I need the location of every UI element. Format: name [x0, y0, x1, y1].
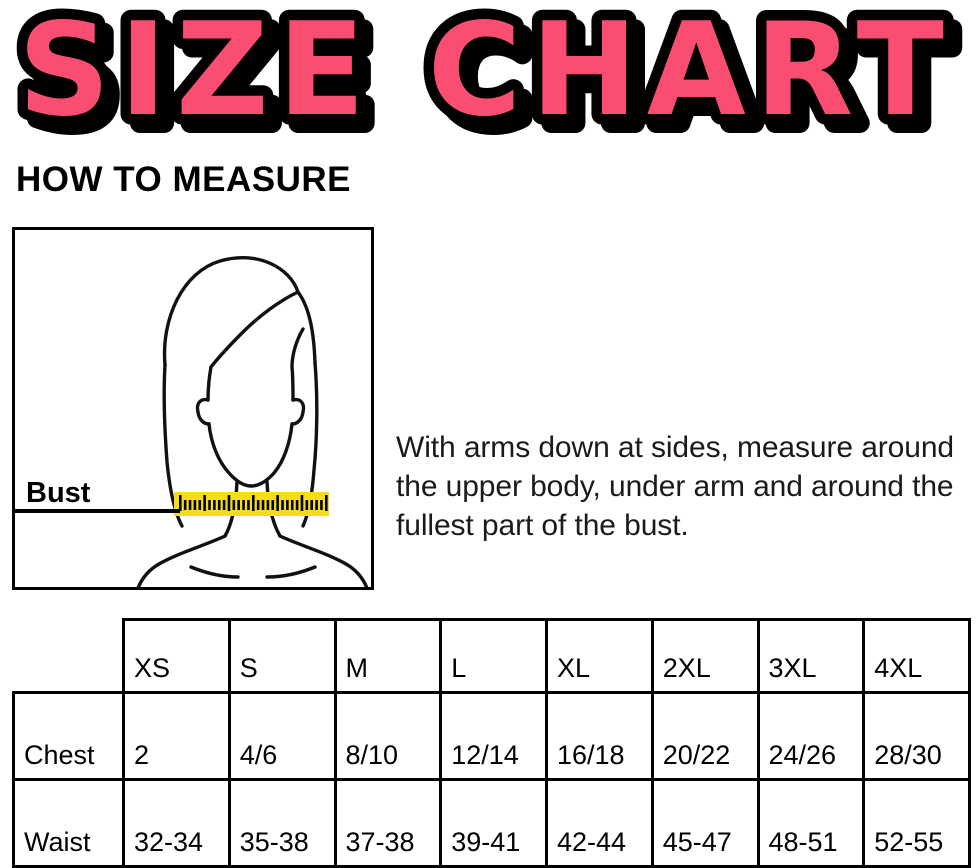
- table-corner-blank: [14, 620, 124, 693]
- collarbone-left-icon: [189, 565, 240, 579]
- cell-waist-xl: 42-44: [545, 778, 654, 868]
- tape-tick-icon: [320, 500, 323, 510]
- tape-tick-icon: [295, 500, 299, 510]
- table-header-row: XS S M L XL 2XL 3XL 4XL: [14, 618, 971, 694]
- table-header-xl: XL: [545, 618, 654, 694]
- tape-tick-icon: [198, 500, 202, 510]
- collarbone-right-icon: [265, 565, 317, 579]
- cell-chest-3xl: 24/26: [756, 691, 866, 781]
- tape-tick-icon: [242, 500, 245, 510]
- cell-waist-xs: 32-34: [122, 778, 231, 868]
- female-torso-illustration: [136, 256, 369, 587]
- hair-left-icon: [162, 256, 300, 367]
- tape-tick-icon: [281, 500, 284, 510]
- tape-tick-icon: [203, 495, 206, 511]
- tape-tick-icon: [261, 500, 265, 510]
- tape-tick-icon: [222, 500, 226, 510]
- row-label-chest: Chest: [12, 691, 125, 781]
- table-row-chest: Chest 2 4/6 8/10 12/14 16/18 20/22 24/26…: [12, 691, 971, 781]
- tape-tick-icon: [315, 500, 318, 510]
- jaw-left-icon: [207, 422, 253, 488]
- tape-tick-icon: [188, 500, 192, 510]
- cell-waist-l: 39-41: [439, 778, 548, 868]
- tape-tick-icon: [183, 500, 187, 510]
- tape-tick-icon: [217, 500, 221, 510]
- cell-waist-2xl: 45-47: [650, 778, 760, 868]
- row-label-waist: Waist: [12, 778, 125, 868]
- tape-tick-icon: [179, 495, 182, 511]
- tape-tick-icon: [325, 495, 328, 511]
- tape-tick-icon: [300, 495, 304, 511]
- tape-tick-icon: [305, 500, 309, 510]
- table-header-3xl: 3XL: [756, 618, 866, 694]
- title-fill-layer: SIZE CHART: [18, 0, 953, 145]
- size-chart-table: XS S M L XL 2XL 3XL 4XL Chest 2 4/6 8/10…: [12, 618, 971, 868]
- shoulder-right-icon: [278, 534, 369, 587]
- jaw-right-icon: [249, 422, 294, 488]
- size-chart-title-graphic: SIZE CHART SIZE CHART SIZE CHART: [8, 0, 963, 146]
- tape-tick-icon: [310, 500, 313, 510]
- table-header-2xl: 2XL: [650, 618, 760, 694]
- hair-crown-icon: [296, 290, 317, 365]
- tape-tick-icon: [208, 500, 211, 510]
- tape-tick-icon: [193, 500, 197, 510]
- title-outline-layer: SIZE CHART: [18, 0, 953, 145]
- table-header-xs: XS: [122, 618, 231, 694]
- tape-tick-icon: [237, 500, 240, 510]
- cell-chest-l: 12/14: [439, 691, 548, 781]
- tape-tick-icon: [286, 500, 289, 510]
- face-left-temple-icon: [206, 365, 213, 402]
- cell-chest-xl: 16/18: [545, 691, 654, 781]
- cell-chest-s: 4/6: [227, 691, 337, 781]
- right-ear-icon: [290, 397, 306, 426]
- tape-tick-icon: [232, 500, 236, 510]
- tape-tick-icon: [247, 500, 250, 510]
- cell-chest-4xl: 28/30: [862, 691, 971, 781]
- shoulder-left-icon: [136, 534, 227, 587]
- tape-tick-icon: [252, 495, 255, 511]
- measurement-instructions: With arms down at sides, measure around …: [396, 431, 955, 542]
- tape-tick-icon: [266, 500, 270, 510]
- cell-chest-2xl: 20/22: [650, 691, 760, 781]
- torso-outline-paths: [136, 256, 369, 587]
- bust-label: Bust: [26, 477, 91, 509]
- tape-tick-icon: [227, 495, 231, 511]
- cell-waist-m: 37-38: [333, 778, 443, 868]
- bust-leader-line: [14, 509, 180, 513]
- cell-waist-s: 35-38: [227, 778, 337, 868]
- table-header-m: M: [333, 618, 443, 694]
- page-title-banner: SIZE CHART SIZE CHART SIZE CHART: [0, 0, 978, 146]
- face-right-temple-icon: [290, 327, 305, 402]
- tape-tick-icon: [290, 500, 294, 510]
- table-row-waist: Waist 32-34 35-38 37-38 39-41 42-44 45-4…: [12, 778, 971, 868]
- how-to-measure-heading: HOW TO MEASURE: [16, 160, 351, 199]
- cell-chest-xs: 2: [122, 691, 231, 781]
- hair-fringe-icon: [209, 290, 300, 369]
- table-header-4xl: 4XL: [862, 618, 971, 694]
- tape-tick-icon: [276, 495, 279, 511]
- table-header-l: L: [439, 618, 548, 694]
- cell-waist-3xl: 48-51: [756, 778, 866, 868]
- cell-chest-m: 8/10: [333, 691, 443, 781]
- measurement-illustration-box: [12, 227, 374, 590]
- table-header-s: S: [227, 618, 337, 694]
- left-ear-icon: [195, 397, 211, 426]
- title-shadow-layer: SIZE CHART: [27, 5, 962, 146]
- tape-tick-icon: [256, 500, 260, 510]
- cell-waist-4xl: 52-55: [862, 778, 971, 868]
- tape-measure-icon: [174, 492, 329, 516]
- tape-tick-icon: [213, 500, 216, 510]
- tape-tick-icon: [271, 500, 275, 510]
